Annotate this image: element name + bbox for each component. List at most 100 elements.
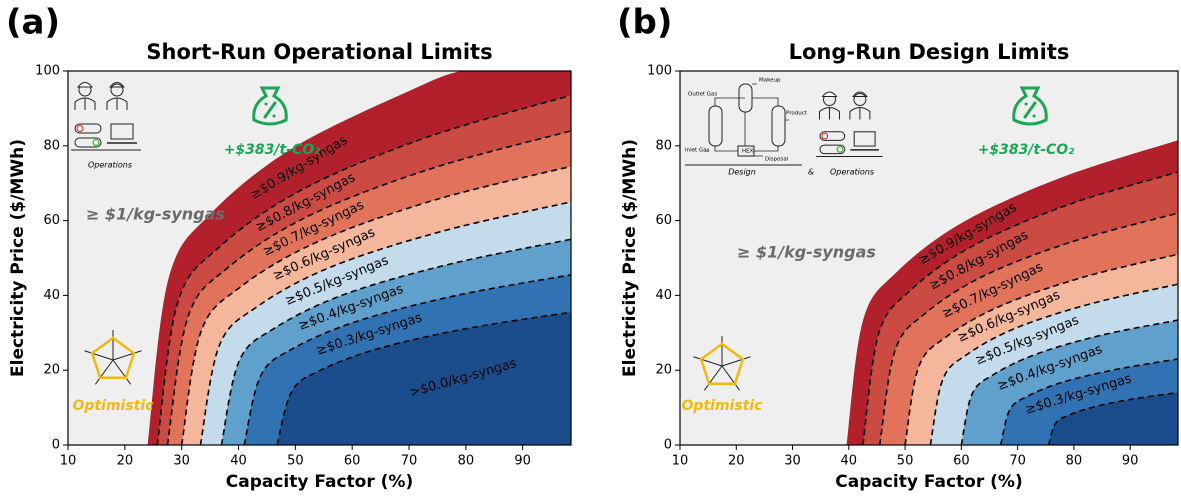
y-tick-label: 20 [655, 363, 672, 378]
x-tick-label: 10 [60, 454, 77, 469]
contour-line [166, 130, 571, 445]
plot-area: ≥$0.9/kg-syngas≥$0.8/kg-syngas≥$0.7/kg-s… [68, 71, 571, 445]
y-tick-label: 20 [43, 363, 60, 378]
x-tick-label: 60 [344, 454, 361, 469]
icon [708, 105, 723, 147]
contour-line [999, 358, 1178, 445]
diagram-text: Makeup [759, 78, 781, 84]
icon [853, 131, 876, 147]
contour-line [276, 311, 571, 445]
y-tick-label: 40 [43, 288, 60, 303]
x-tick-label: 70 [1009, 454, 1026, 469]
x-tick-label: 50 [897, 454, 914, 469]
icon-group: Outlet Gas Makeup Product Inlet Gas HEX Dispo… [685, 78, 883, 177]
contour-line [180, 165, 571, 445]
chart-title: Short-Run Operational Limits [146, 40, 492, 64]
icon [74, 123, 102, 134]
plot-area: ≥$0.9/kg-syngas≥$0.8/kg-syngas≥$0.7/kg-s… [680, 71, 1178, 445]
radar-icon [90, 336, 136, 380]
y-tick-label: 0 [664, 438, 672, 453]
y-tick-label: 60 [655, 213, 672, 228]
x-tick-label: 20 [728, 454, 745, 469]
x-tick-label: 40 [841, 454, 858, 469]
icon [92, 139, 100, 146]
y-axis-label: Electricity Price ($/MWh) [620, 139, 640, 377]
y-tick-label: 40 [655, 288, 672, 303]
icon [110, 83, 124, 97]
x-tick-label: 80 [458, 454, 475, 469]
contour-region [277, 312, 571, 445]
incentive-label: +$383/t-CO₂ [224, 142, 321, 158]
contour-line [929, 283, 1178, 445]
chart-title: Long-Run Design Limits [789, 40, 1070, 64]
y-tick-label: 80 [43, 138, 60, 153]
contour-line [243, 274, 571, 445]
x-tick-label: 30 [173, 454, 190, 469]
y-tick-label: 100 [35, 64, 60, 79]
y-tick-label: 100 [647, 64, 672, 79]
diagram-text: Outlet Gas [688, 92, 717, 98]
x-tick-label: 90 [514, 454, 531, 469]
icon-text: Design [728, 168, 756, 177]
contour-line [199, 201, 571, 445]
icon [853, 93, 867, 106]
money-bag-icon [1023, 101, 1037, 119]
y-tick-label: 80 [655, 138, 672, 153]
icon [110, 123, 134, 140]
x-tick-label: 10 [672, 454, 689, 469]
scenario-label: Optimistic [73, 398, 155, 414]
panel-label: (b) [617, 3, 672, 43]
contour-line [156, 94, 571, 445]
panel-label: (a) [6, 3, 60, 43]
icon [821, 132, 829, 140]
contour-line [220, 238, 571, 445]
icon [74, 137, 102, 148]
icon-text: Operations [830, 168, 874, 177]
icon-group: Operations [71, 82, 141, 170]
outer-region-label: ≥ $1/kg-syngas [86, 205, 225, 224]
incentive-label: +$383/t-CO₂ [978, 142, 1075, 158]
icon [836, 146, 844, 153]
x-tick-label: 20 [117, 454, 134, 469]
scenario-label: Optimistic [682, 398, 764, 414]
y-tick-label: 60 [43, 213, 60, 228]
icon-text: Operations [88, 161, 132, 170]
y-tick-label: 0 [52, 438, 60, 453]
plot-frame [67, 70, 572, 446]
contour-region [1048, 392, 1178, 445]
icon [819, 131, 846, 141]
diagram-text: Product [786, 111, 808, 117]
icon [108, 82, 126, 88]
radar-icon [84, 330, 142, 385]
contour-line [878, 212, 1178, 445]
money-bag-icon [1012, 86, 1048, 126]
outer-region-label: ≥ $1/kg-syngas [737, 243, 876, 262]
icon-text: & [808, 168, 814, 177]
icon [76, 125, 84, 132]
icon [821, 91, 838, 97]
x-tick-label: 40 [230, 454, 247, 469]
diagram-text: Disposal [765, 157, 789, 163]
icon [76, 82, 94, 88]
icon [771, 105, 786, 147]
diagram-text: Inlet Gas [685, 148, 710, 154]
x-tick-label: 90 [1122, 454, 1139, 469]
x-tick-label: 30 [784, 454, 801, 469]
icon [819, 144, 846, 155]
x-tick-label: 60 [953, 454, 970, 469]
money-bag-icon [263, 101, 277, 119]
x-axis-label: Capacity Factor (%) [835, 472, 1022, 492]
contour-line [862, 171, 1178, 445]
x-tick-label: 50 [287, 454, 304, 469]
x-tick-label: 80 [1066, 454, 1083, 469]
plot-frame [679, 70, 1179, 446]
x-tick-label: 70 [401, 454, 418, 469]
radar-icon [699, 342, 745, 386]
money-bag-icon [252, 86, 288, 126]
contour-line [904, 253, 1178, 445]
icon [851, 91, 868, 97]
radar-icon [693, 336, 751, 391]
